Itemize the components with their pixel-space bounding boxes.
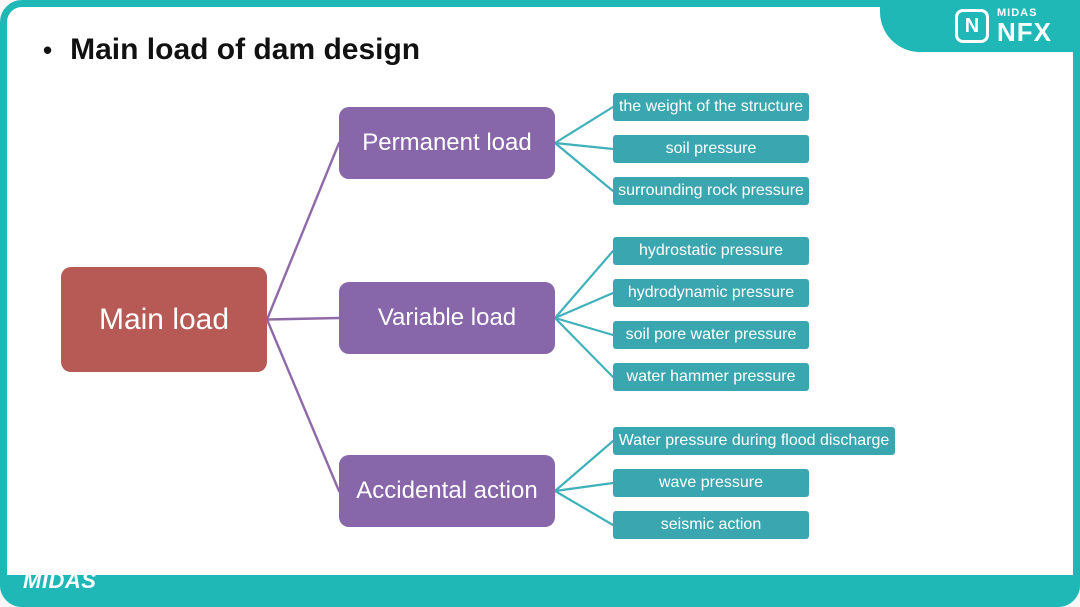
- category-node-2-label: Accidental action: [356, 477, 537, 505]
- tree-edge: [555, 143, 613, 191]
- leaf-node-2-0-label: Water pressure during flood discharge: [619, 432, 890, 450]
- leaf-node-2-1-label: wave pressure: [659, 474, 763, 492]
- leaf-node-2-1: wave pressure: [613, 469, 809, 497]
- tree-edge: [267, 143, 339, 320]
- leaf-node-1-0-label: hydrostatic pressure: [639, 242, 783, 260]
- leaf-node-0-1: soil pressure: [613, 135, 809, 163]
- tree-edge: [555, 293, 613, 318]
- leaf-node-0-2-label: surrounding rock pressure: [618, 182, 804, 200]
- footer-strip: [0, 575, 1080, 607]
- leaf-node-2-2-label: seismic action: [661, 516, 761, 534]
- n-logo-icon: N: [955, 9, 989, 43]
- leaf-node-1-3: water hammer pressure: [613, 363, 809, 391]
- footer-brand: MIDAS: [23, 568, 96, 594]
- tree-edge: [267, 318, 339, 320]
- leaf-node-2-2: seismic action: [613, 511, 809, 539]
- leaf-node-1-2-label: soil pore water pressure: [626, 326, 797, 344]
- leaf-node-1-1-label: hydrodynamic pressure: [628, 284, 794, 302]
- tree-edge: [555, 143, 613, 149]
- tree-edge: [555, 107, 613, 143]
- leaf-node-0-1-label: soil pressure: [666, 140, 757, 158]
- tree-edge: [267, 320, 339, 492]
- leaf-node-1-0: hydrostatic pressure: [613, 237, 809, 265]
- root-node-label: Main load: [99, 303, 229, 337]
- title-bullet-icon: •: [43, 37, 52, 63]
- category-node-0-label: Permanent load: [362, 129, 531, 157]
- tree-edge: [555, 251, 613, 318]
- category-node-2: Accidental action: [339, 455, 555, 527]
- leaf-node-1-1: hydrodynamic pressure: [613, 279, 809, 307]
- tree-diagram: Main load Permanent load the weight of the…: [17, 87, 1063, 564]
- slide-title: Main load of dam design: [70, 33, 420, 67]
- n-logo-letter: N: [965, 15, 979, 38]
- root-node: Main load: [61, 267, 267, 372]
- category-node-1: Variable load: [339, 282, 555, 354]
- brand-big: NFX: [997, 19, 1052, 45]
- brand-text: MIDAS NFX: [997, 8, 1052, 45]
- leaf-node-2-0: Water pressure during flood discharge: [613, 427, 895, 455]
- brand-logo: N MIDAS NFX: [880, 0, 1080, 52]
- leaf-node-1-2: soil pore water pressure: [613, 321, 809, 349]
- category-node-1-label: Variable load: [378, 304, 516, 332]
- leaf-node-0-2: surrounding rock pressure: [613, 177, 809, 205]
- tree-edge: [555, 491, 613, 525]
- leaf-node-1-3-label: water hammer pressure: [627, 368, 796, 386]
- leaf-node-0-0: the weight of the structure: [613, 93, 809, 121]
- slide-title-row: • Main load of dam design: [43, 33, 420, 67]
- leaf-node-0-0-label: the weight of the structure: [619, 98, 803, 116]
- slide-frame: N MIDAS NFX • Main load of dam design Ma…: [0, 0, 1080, 607]
- category-node-0: Permanent load: [339, 107, 555, 179]
